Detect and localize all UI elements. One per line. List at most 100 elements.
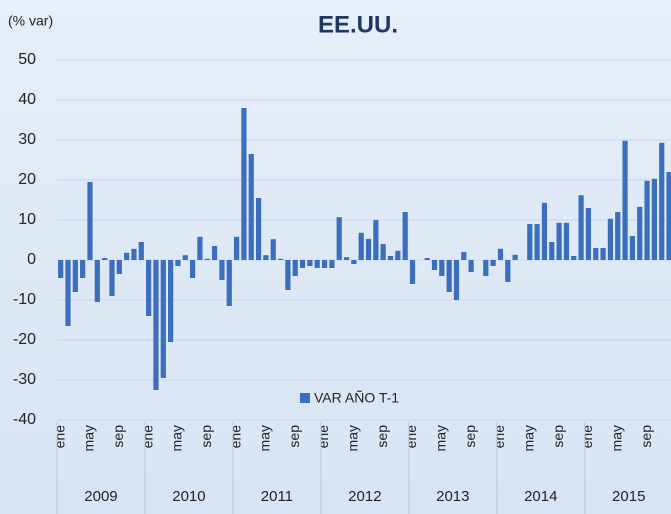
bar (65, 260, 71, 326)
bar (190, 260, 196, 278)
bar (607, 218, 614, 260)
bar (80, 260, 86, 278)
y-tick-label: -30 (13, 371, 36, 388)
x-tick-label: ene (139, 425, 155, 449)
bar (109, 260, 115, 296)
bar (182, 255, 188, 260)
bar (578, 195, 584, 260)
bar (629, 236, 636, 260)
x-tick-label: may (433, 425, 449, 451)
bar (637, 206, 643, 260)
bar (527, 224, 533, 260)
bar (615, 212, 621, 260)
legend-label: VAR AÑO T-1 (314, 390, 399, 406)
x-tick-label: sep (462, 425, 478, 448)
bar (160, 260, 166, 378)
chart-title: EE.UU. (318, 11, 398, 38)
x-tick-label: sep (374, 425, 390, 448)
y-axis-label: (% var) (8, 13, 53, 29)
group-label: 2015 (612, 488, 645, 505)
bar (395, 250, 401, 260)
bar (365, 238, 372, 260)
bar (102, 258, 108, 260)
bar (248, 154, 254, 260)
group-label: 2010 (172, 488, 205, 505)
bar (233, 236, 240, 260)
bar (226, 260, 232, 306)
bar (651, 178, 657, 260)
x-tick-label: sep (550, 425, 566, 448)
bar (622, 140, 628, 260)
bar (424, 258, 430, 260)
bar (409, 260, 416, 284)
group-label: 2013 (436, 488, 469, 505)
bar (211, 246, 218, 260)
bar (138, 242, 144, 260)
bar (131, 248, 137, 260)
bar (146, 260, 152, 316)
bar (666, 172, 671, 260)
group-label: 2011 (261, 488, 293, 505)
bar (461, 252, 467, 260)
bar (321, 260, 328, 268)
bar (270, 239, 276, 260)
x-tick-label: may (81, 425, 97, 451)
bar (497, 248, 504, 260)
bar (505, 260, 511, 282)
group-label: 2012 (348, 488, 381, 505)
y-tick-label: 10 (18, 211, 36, 228)
bar (87, 182, 93, 260)
x-tick-label: may (257, 425, 273, 451)
bar (512, 254, 518, 260)
bar (94, 260, 100, 302)
bar (563, 222, 570, 260)
y-tick-label: 0 (27, 251, 36, 268)
group-label: 2014 (524, 488, 557, 505)
y-tick-label: -20 (13, 331, 36, 348)
x-tick-label: sep (110, 425, 126, 448)
y-tick-label: 40 (18, 91, 36, 108)
bar (116, 260, 122, 274)
bar (468, 260, 474, 272)
bar (571, 256, 577, 260)
bar (600, 248, 606, 260)
bar (402, 212, 408, 260)
bar (153, 260, 159, 390)
bar (534, 224, 540, 260)
bar (219, 260, 225, 280)
group-label: 2009 (84, 488, 117, 505)
x-tick-label: ene (579, 425, 595, 449)
bar (659, 142, 665, 260)
x-tick-label: sep (638, 425, 654, 448)
bar (72, 260, 78, 292)
y-tick-label: 30 (18, 131, 36, 148)
bar (292, 260, 298, 276)
bar (241, 108, 247, 260)
bar (431, 260, 438, 270)
x-tick-label: ene (491, 425, 507, 449)
y-tick-label: -10 (13, 291, 36, 308)
bar (549, 242, 555, 260)
x-tick-label: ene (315, 425, 331, 449)
bar (336, 217, 342, 260)
bar (168, 260, 174, 342)
x-tick-label: ene (227, 425, 243, 449)
y-tick-label: 20 (18, 171, 36, 188)
bar (593, 248, 599, 260)
bar (255, 198, 262, 260)
bar (329, 260, 335, 268)
bar (556, 222, 562, 260)
bar (453, 260, 460, 300)
y-tick-label: 50 (18, 51, 36, 68)
bar (351, 260, 357, 264)
bar (541, 202, 548, 260)
bar (373, 220, 379, 260)
bar (387, 256, 394, 260)
bar (644, 180, 650, 260)
x-tick-label: sep (286, 425, 302, 448)
x-tick-label: may (345, 425, 361, 451)
bar (314, 260, 320, 268)
y-tick-label: -40 (13, 411, 36, 428)
bar (277, 258, 284, 260)
